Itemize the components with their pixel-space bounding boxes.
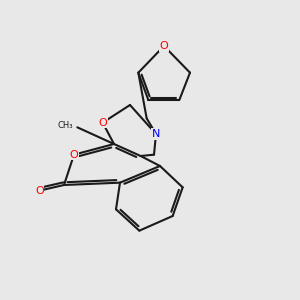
Text: O: O: [98, 118, 107, 128]
Text: O: O: [35, 186, 44, 196]
Text: O: O: [70, 150, 78, 160]
Text: N: N: [152, 129, 160, 139]
Text: O: O: [160, 41, 168, 51]
Text: CH₃: CH₃: [57, 121, 73, 130]
